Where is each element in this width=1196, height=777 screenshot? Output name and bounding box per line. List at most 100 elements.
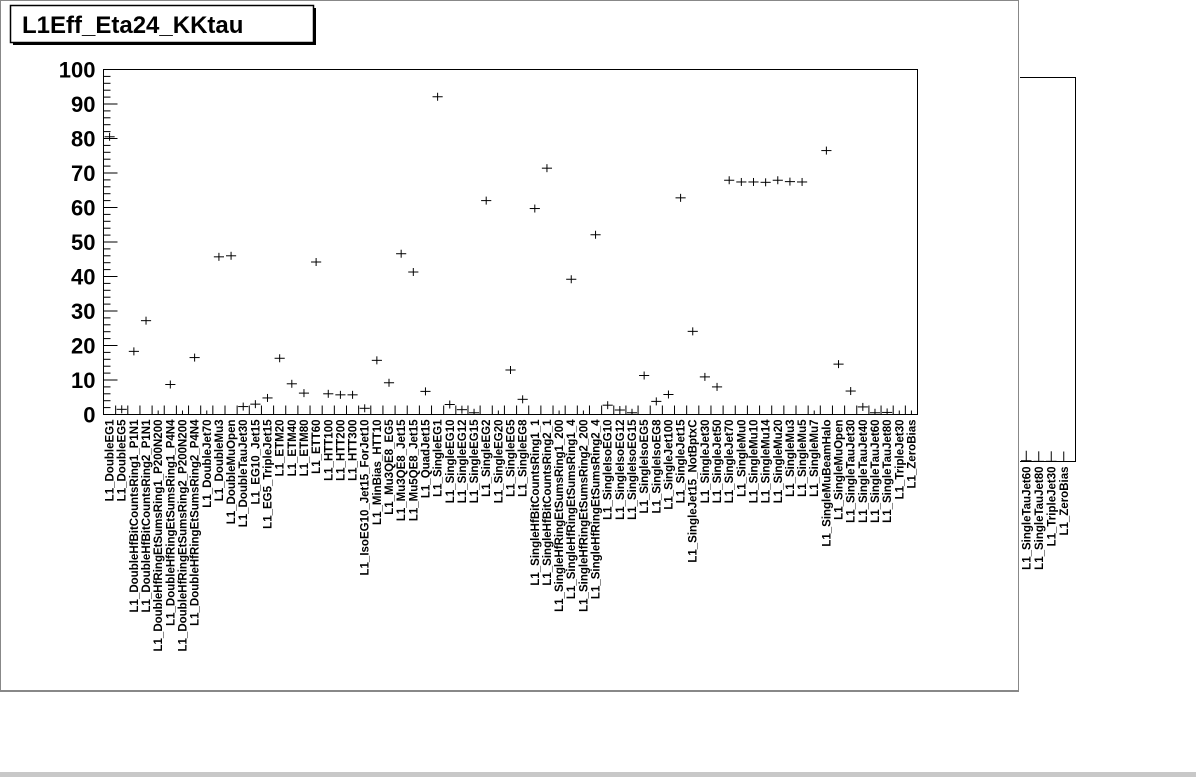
data-point xyxy=(311,258,322,267)
x-category-label: L1_SingleMuOpen xyxy=(834,420,846,520)
data-point xyxy=(274,354,285,363)
data-point xyxy=(711,382,723,391)
data-point xyxy=(821,146,832,155)
x-category-label: L1_SingleHfRingEtSumsRing1_4 xyxy=(566,419,578,599)
overflow-point xyxy=(1058,451,1069,462)
data-point xyxy=(602,401,613,410)
data-point xyxy=(298,389,310,398)
x-category-label: L1_SingleEG10 xyxy=(445,420,457,504)
data-point xyxy=(383,378,395,387)
x-category-label: L1_DoubleEG1 xyxy=(105,419,117,501)
data-point xyxy=(894,410,905,415)
data-point xyxy=(906,410,917,415)
x-category-label: L1_Mu5QE8_Jet15 xyxy=(408,419,420,521)
x-category-label: L1_SingleEG2 xyxy=(481,420,493,497)
x-category-label: L1_EG5_TripleJet15 xyxy=(263,419,275,529)
data-point xyxy=(517,395,528,404)
x-category-label: L1_HTT100 xyxy=(323,420,335,481)
x-category-label: L1_SingleMu20 xyxy=(773,420,785,504)
overflow-point xyxy=(1033,451,1044,462)
data-point xyxy=(104,132,115,141)
x-category-label: L1_HTT200 xyxy=(335,420,347,481)
data-point xyxy=(335,390,346,399)
x-category-label: L1_SingleJet50 xyxy=(712,420,724,504)
y-tick-label: 20 xyxy=(71,334,95,359)
data-point xyxy=(663,390,674,399)
title-box-shadow-bottom xyxy=(13,42,316,45)
data-point xyxy=(408,268,419,277)
data-point xyxy=(262,393,273,402)
x-category-label: L1_DoubleMu3 xyxy=(214,420,226,502)
x-category-label: L1_Mu3QE8_Jet15 xyxy=(396,419,408,521)
x-category-labels: L1_DoubleEG1 L1_DoubleEG5 L1_DoubleHfBitCo… xyxy=(105,419,919,652)
data-point xyxy=(772,176,783,185)
chart-title: L1Eff_Eta24_KKtau xyxy=(22,12,243,39)
data-point xyxy=(128,347,139,356)
y-axis: 0 10 20 30 40 50 60 70 80 90 100 xyxy=(59,58,118,428)
y-tick-label: 90 xyxy=(71,92,95,117)
data-point xyxy=(845,387,856,396)
overflow-category-label: L1_SingleTauJet60 xyxy=(1021,467,1033,570)
data-point xyxy=(153,410,164,415)
overflow-point xyxy=(1021,450,1032,462)
x-category-label: L1_DoubleHfRingEtSumsRing2_P4N4 xyxy=(190,419,202,626)
data-point xyxy=(213,252,224,261)
data-point xyxy=(323,389,334,398)
x-category-label: L1_MinBias_HTT10 xyxy=(372,420,384,525)
x-category-label: L1_SingleMu7 xyxy=(809,420,821,497)
x-category-label: L1_SingleIsoEG15 xyxy=(627,419,639,520)
data-point xyxy=(760,178,771,187)
y-tick-label: 80 xyxy=(71,127,95,152)
data-point xyxy=(140,316,152,325)
data-point xyxy=(505,365,516,374)
x-category-label: L1_SingleEG1 xyxy=(433,419,445,497)
y-tick-label: 100 xyxy=(59,58,96,83)
data-point xyxy=(444,400,455,409)
data-point xyxy=(177,410,188,415)
x-category-label: L1_EG10_Jet15 xyxy=(250,419,262,505)
overflow-point xyxy=(1046,451,1057,462)
data-point xyxy=(189,353,200,362)
overflow-panel: L1_SingleTauJet60 L1_SingleTauJet80 L1_Tri… xyxy=(1021,450,1071,570)
data-point xyxy=(784,177,796,186)
data-point xyxy=(541,164,553,173)
x-category-label: L1_SingleTauJet40 xyxy=(858,420,870,523)
x-category-label: L1_SingleJet70 xyxy=(724,420,736,504)
overflow-category-label: L1_TripleJet30 xyxy=(1046,467,1058,547)
x-category-label: L1_ETM80 xyxy=(299,420,311,477)
x-category-label: L1_DoubleTauJet30 xyxy=(238,420,250,528)
x-category-label: L1_SingleHfRingEtSumsRing2_4 xyxy=(591,419,603,599)
x-category-label: L1_SingleMu10 xyxy=(748,420,760,504)
x-category-label: L1_TripleJet30 xyxy=(894,420,906,500)
x-category-label: L1_ETM20 xyxy=(275,420,287,477)
x-category-label: L1_ETT60 xyxy=(311,420,323,474)
x-category-label: L1_SingleTauJet30 xyxy=(846,420,858,523)
data-point xyxy=(225,251,237,260)
y-tick-label: 60 xyxy=(71,196,95,221)
side-pad xyxy=(1019,0,1196,772)
data-point xyxy=(347,390,358,399)
data-point xyxy=(116,405,127,414)
x-category-label: L1_DoubleEG5 xyxy=(117,419,129,501)
x-category-label: L1_HTT300 xyxy=(348,420,360,481)
y-tick-label: 10 xyxy=(71,368,95,393)
x-category-label: L1_SingleHfBitCountsRing2_1 xyxy=(542,419,554,586)
x-category-label: L1_DoubleHfBitCountsRing1_P1N1 xyxy=(129,419,141,613)
data-point xyxy=(554,410,565,415)
x-category-label: L1_SingleIsoEG10 xyxy=(603,420,615,520)
x-category-label: L1_SingleHfRingEtSumsRing1_200 xyxy=(554,420,566,612)
y-tick-label: 40 xyxy=(71,265,95,290)
data-point xyxy=(359,404,370,413)
overflow-category-label: L1_SingleTauJet80 xyxy=(1034,467,1046,570)
x-category-label: L1_SingleIsoEG12 xyxy=(615,420,627,520)
data-point xyxy=(396,249,407,258)
x-category-label: L1_SingleMu0 xyxy=(736,420,748,497)
data-point xyxy=(250,400,261,409)
y-tick-label: 30 xyxy=(71,299,95,324)
data-point xyxy=(675,193,686,202)
x-category-label: L1_SingleJet100 xyxy=(663,420,675,510)
x-category-label: L1_DoubleHfRingEtSumsRing1_P200N200 xyxy=(153,420,165,652)
x-category-label: L1_ETM40 xyxy=(287,420,299,477)
